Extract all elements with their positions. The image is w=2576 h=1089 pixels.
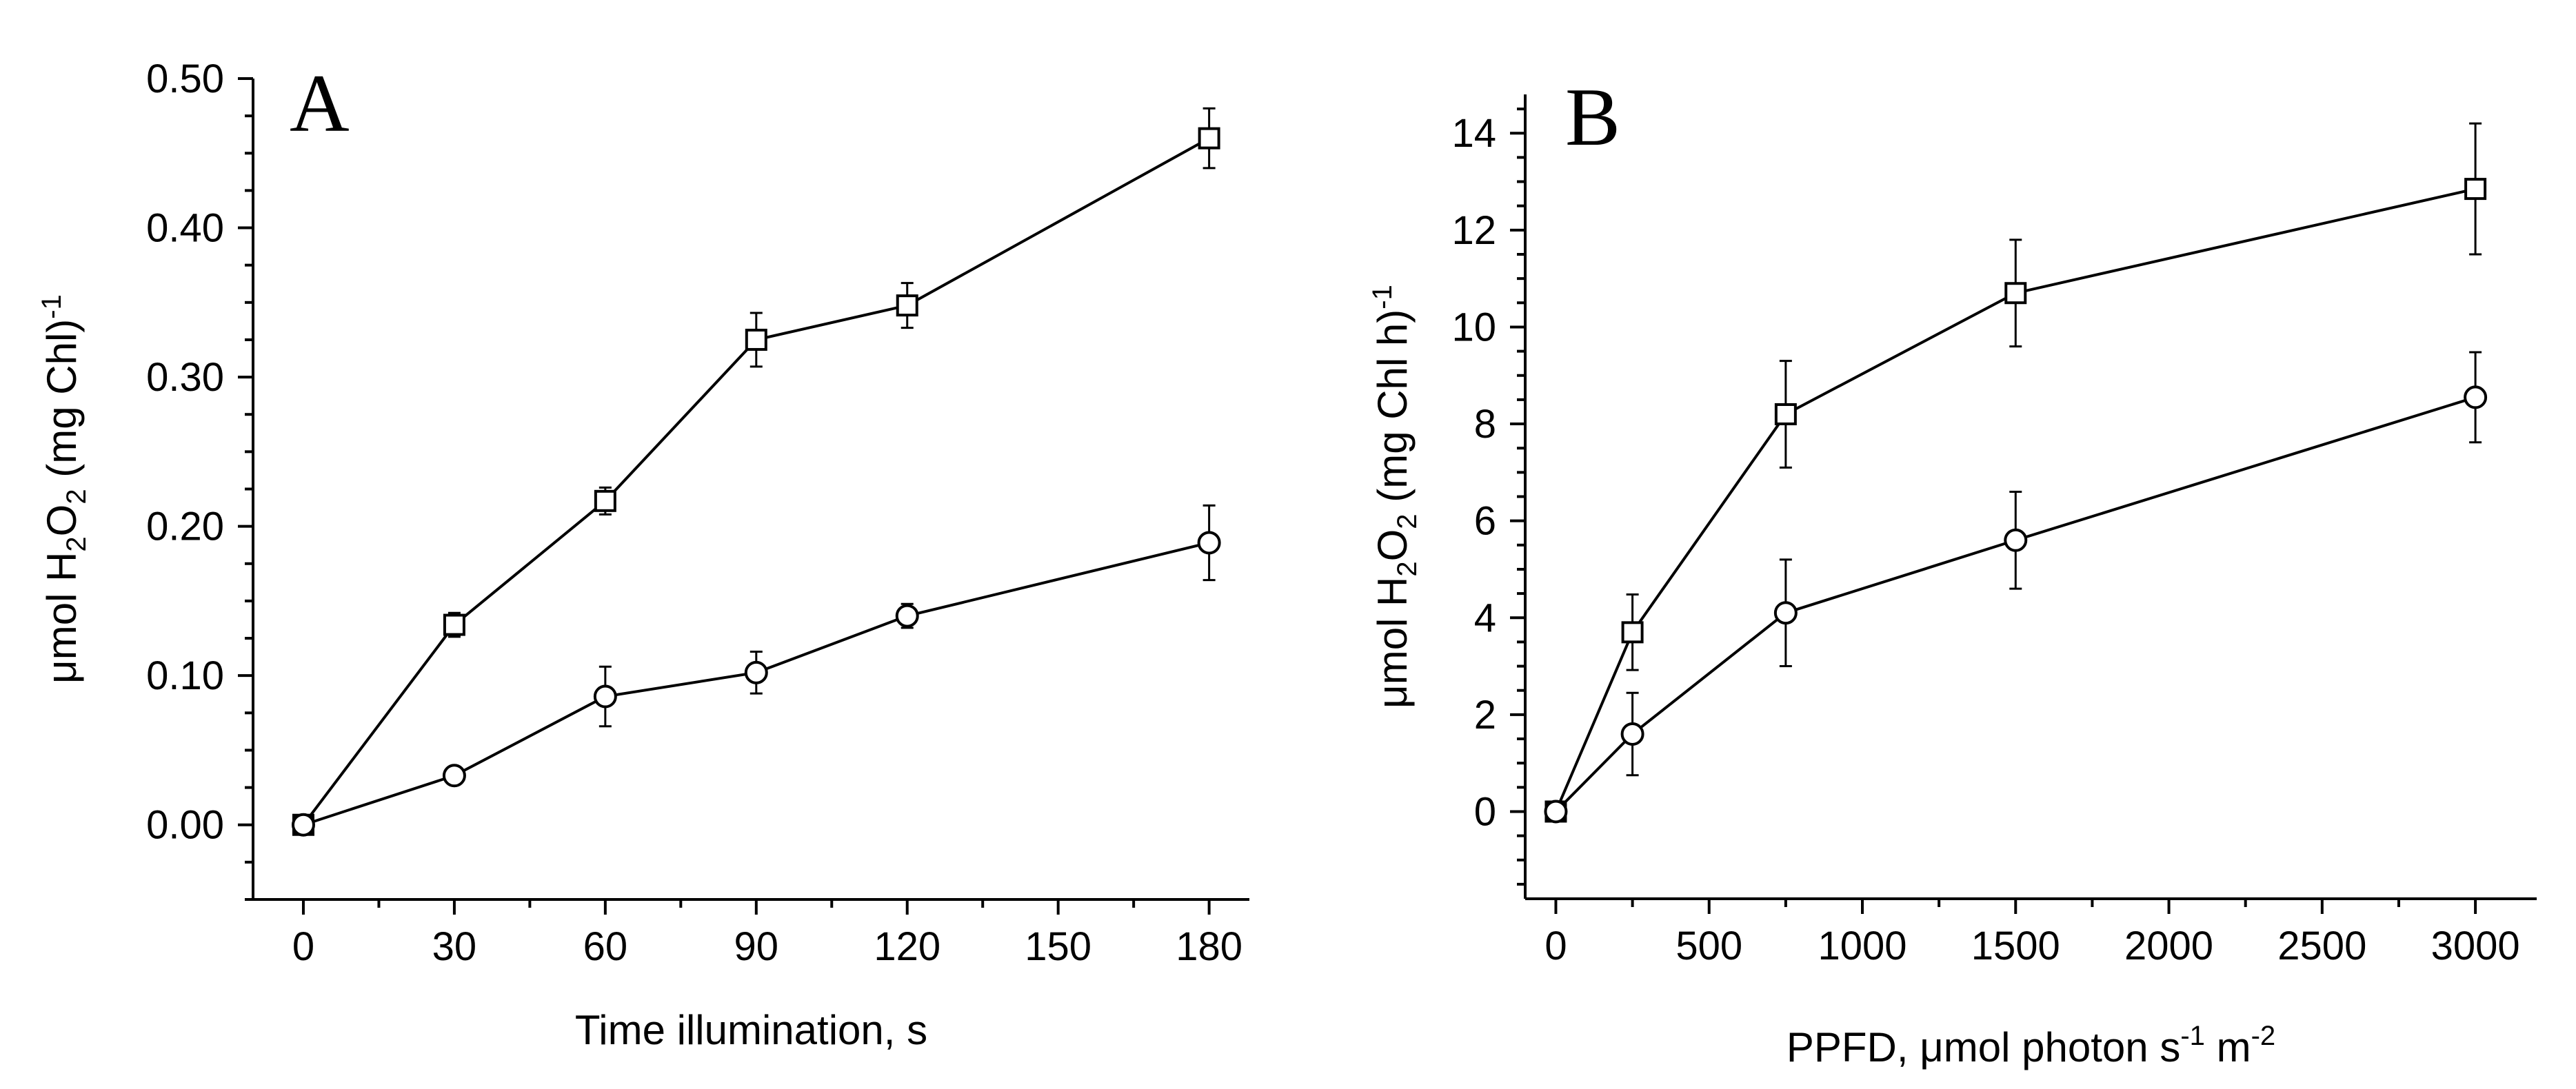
data-point-squares (2464, 178, 2487, 201)
y-tick-label: 12 (1451, 208, 1496, 253)
data-point-squares (745, 328, 767, 351)
x-tick-label: 60 (583, 924, 628, 969)
data-point-circles (744, 660, 768, 684)
y-tick-label: 14 (1451, 111, 1496, 156)
data-point-circles (895, 604, 919, 628)
y-axis-label-part: O (39, 505, 85, 537)
data-point-squares (1774, 403, 1797, 425)
x-tick-label: 0 (1544, 924, 1567, 968)
y-tick-label: 10 (1451, 305, 1496, 349)
data-point-squares (896, 294, 918, 317)
y-axis-label-part: -1 (1367, 285, 1398, 309)
x-tick-label: 180 (1176, 924, 1242, 969)
data-point-circles (1620, 722, 1644, 746)
panel-label: A (290, 57, 350, 149)
series-line-squares (302, 136, 1210, 826)
x-tick-label: 90 (734, 924, 779, 969)
data-point-circles (291, 813, 315, 837)
series-line-circles (1555, 396, 2476, 813)
y-tick-label: 0.50 (146, 57, 224, 101)
y-axis-label-part: μmol H (1369, 577, 1416, 709)
y-tick-label: 4 (1474, 596, 1496, 640)
x-tick-label: 2500 (2277, 924, 2366, 968)
x-axis-label-part: m (2205, 1024, 2251, 1070)
y-tick-label: 2 (1474, 693, 1496, 737)
data-point-circles (1544, 800, 1568, 824)
y-tick-label: 8 (1474, 402, 1496, 447)
y-axis-label-part: -1 (37, 294, 67, 319)
x-axis-label-part: -2 (2251, 1021, 2276, 1051)
y-tick-label: 0.40 (146, 206, 224, 251)
y-axis-label-part: O (1369, 529, 1416, 562)
y-axis-label-part: 2 (61, 489, 92, 504)
series-line-circles (303, 541, 1210, 826)
y-tick-label: 0.30 (146, 355, 224, 400)
x-tick-label: 3000 (2431, 924, 2520, 968)
x-tick-label: 150 (1025, 924, 1091, 969)
y-axis-label-part: 2 (1392, 513, 1422, 529)
y-tick-label: 0.10 (146, 653, 224, 698)
data-point-circles (2004, 528, 2028, 552)
y-axis-label-part: μmol H (39, 552, 85, 684)
x-tick-label: 1000 (1818, 924, 1906, 968)
data-point-circles (2464, 385, 2488, 409)
x-tick-label: 0 (292, 924, 314, 969)
data-point-squares (594, 489, 616, 512)
x-tick-label: 1500 (1971, 924, 2060, 968)
x-tick-label: 120 (874, 924, 940, 969)
data-point-squares (1621, 621, 1644, 644)
data-point-circles (593, 684, 617, 709)
y-tick-label: 6 (1474, 499, 1496, 544)
x-axis-label-part: PPFD, μmol photon s (1787, 1024, 2180, 1070)
y-axis-label-part: (mg Chl) (39, 319, 85, 489)
data-point-squares (1198, 127, 1220, 150)
panel-a-chart: 0 30 60 90 120 150 180 0.00 0.10 0.20 0.30 0.40 0.50… (37, 57, 1249, 1053)
x-axis-label: Time illumination, s (575, 1007, 927, 1053)
y-axis-label-part: 2 (61, 536, 92, 551)
data-point-circles (1197, 531, 1221, 555)
data-point-circles (1773, 601, 1798, 625)
panel-label: B (1565, 71, 1620, 163)
panel-b-chart: 0 500 1000 1500 2000 2500 3000 0 2 4 6 8 10 12 14 Bμmol… (1367, 71, 2537, 1070)
y-axis-label: μmol H2O2 (mg Chl h)-1 (1367, 285, 1422, 709)
y-tick-label: 0.20 (146, 505, 224, 549)
data-point-squares (2004, 282, 2027, 305)
y-axis-label: μmol H2O2 (mg Chl)-1 (37, 294, 92, 684)
x-tick-label: 2000 (2124, 924, 2213, 968)
x-axis-label: PPFD, μmol photon s-1 m-2 (1787, 1021, 2275, 1070)
x-tick-label: 500 (1676, 924, 1742, 968)
y-axis-label-part: (mg Chl h) (1369, 309, 1416, 514)
y-axis-label-part: 2 (1392, 561, 1422, 576)
data-point-squares (443, 613, 465, 636)
x-axis-label-part: -1 (2180, 1021, 2205, 1051)
data-point-circles (442, 764, 466, 788)
y-tick-label: 0.00 (146, 803, 224, 848)
x-tick-label: 30 (432, 924, 477, 969)
y-tick-label: 0 (1474, 789, 1496, 834)
